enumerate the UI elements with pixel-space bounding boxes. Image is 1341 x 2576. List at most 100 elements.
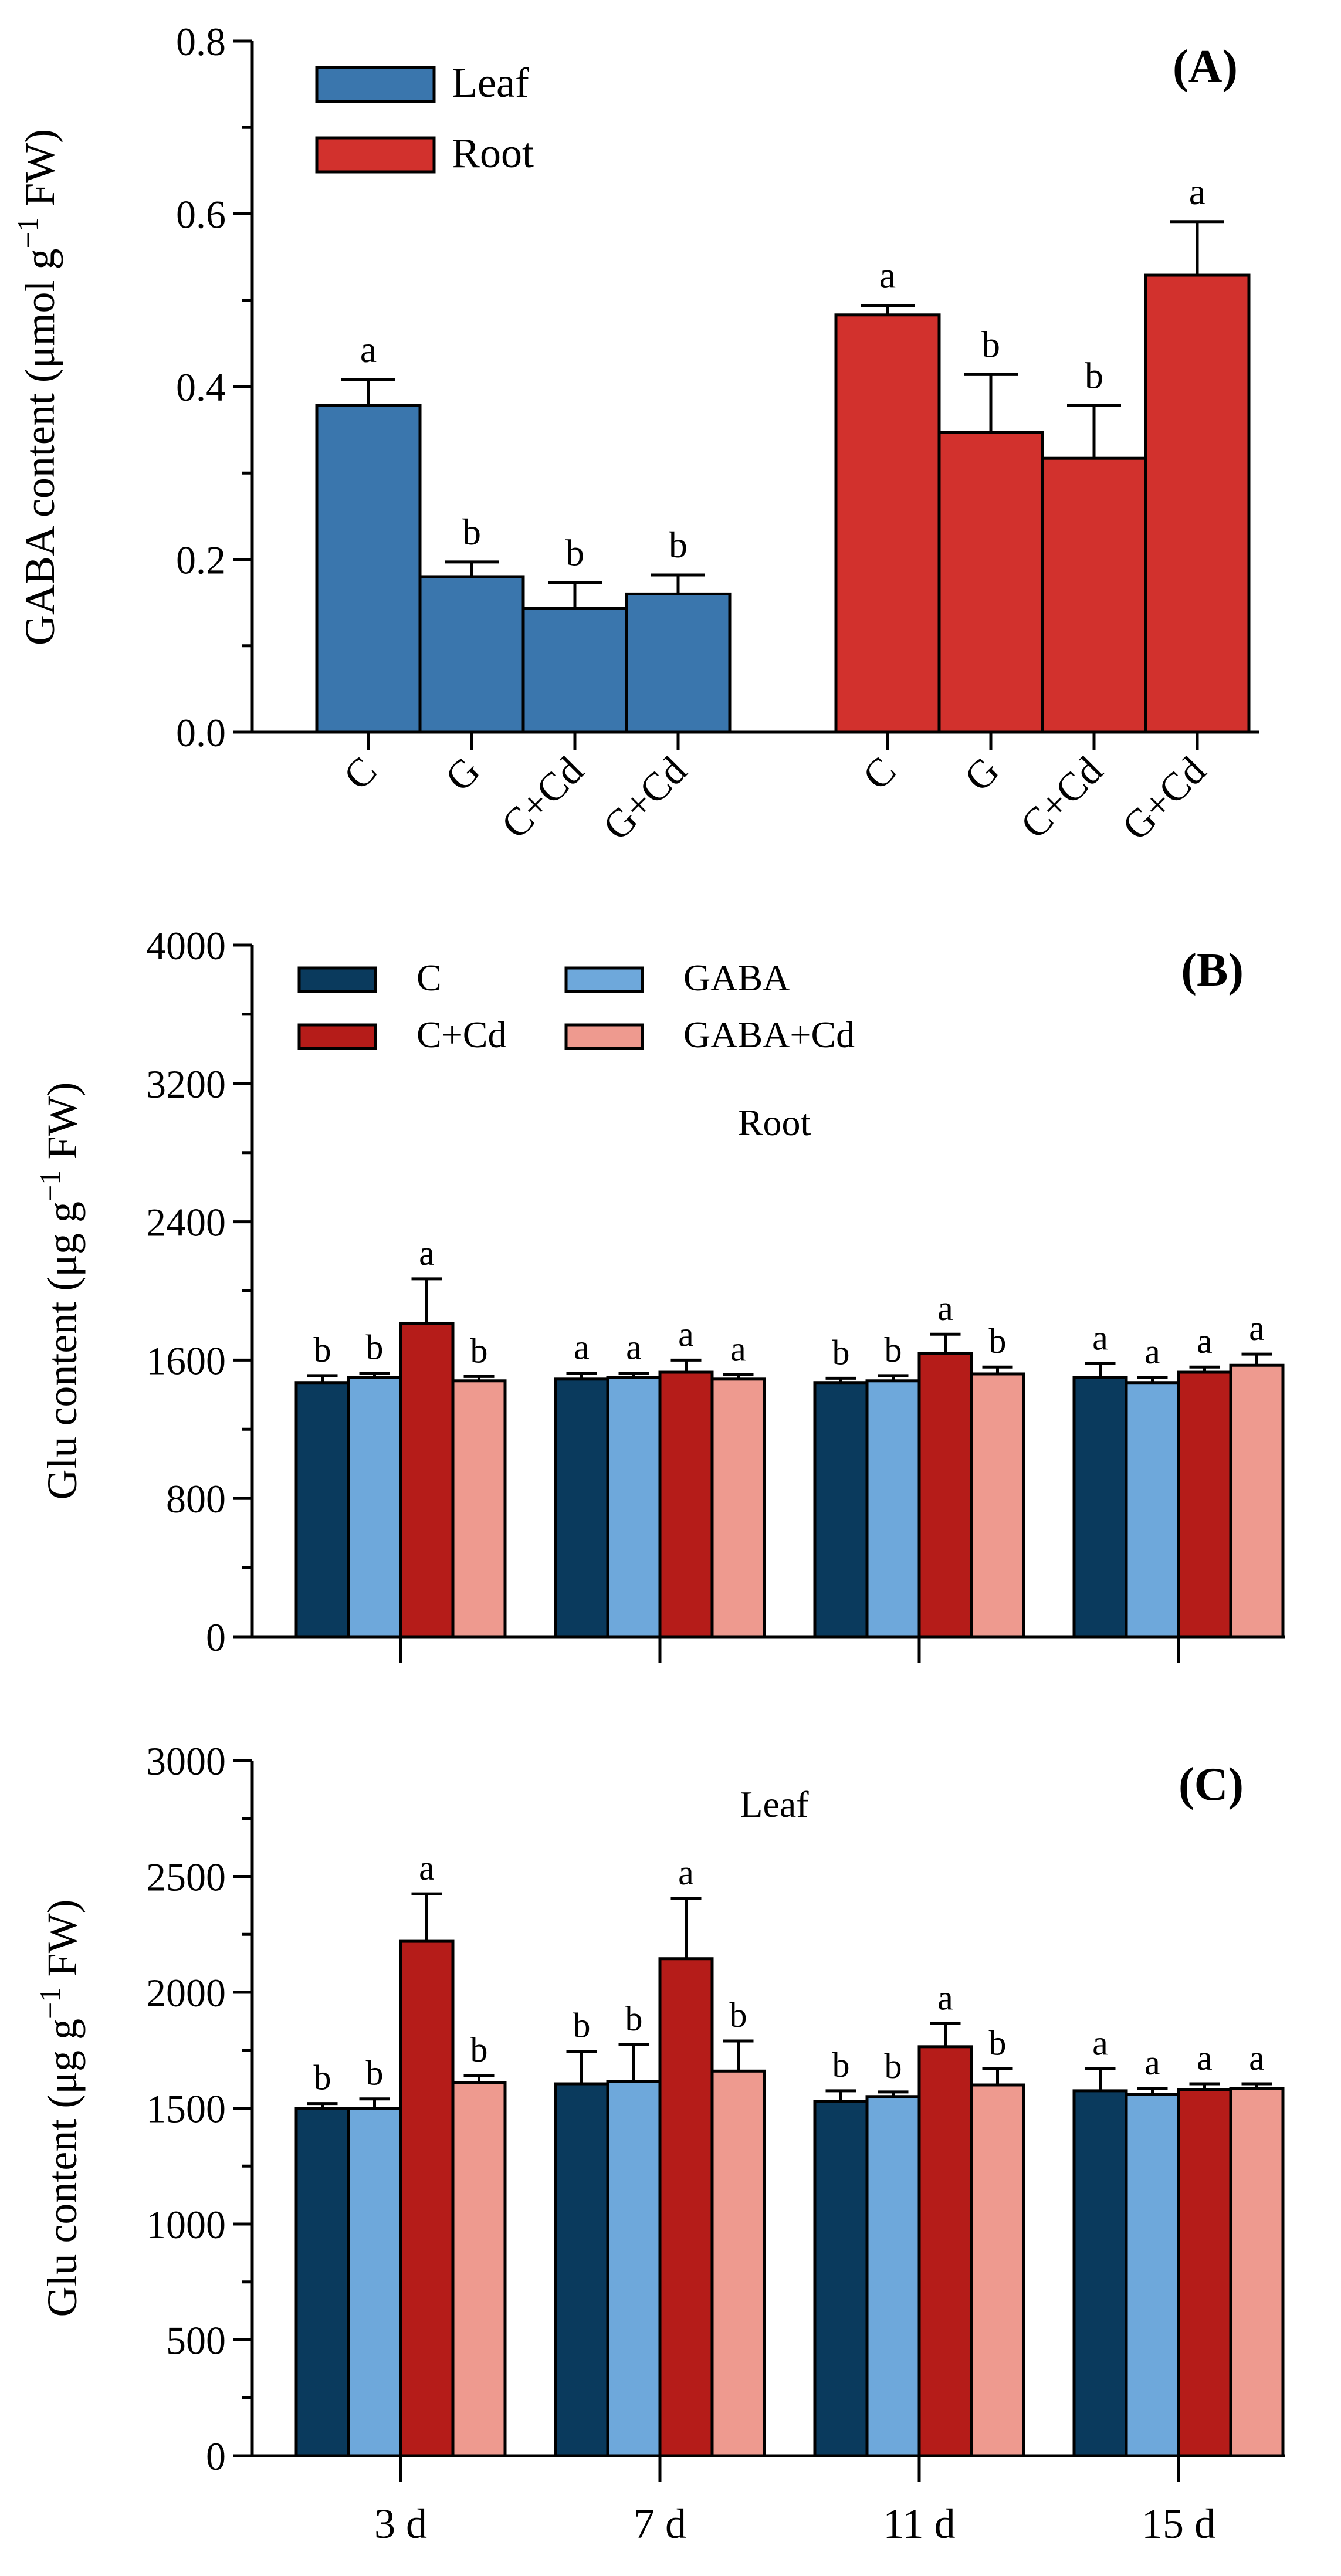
significance-letter: b (730, 1996, 747, 2035)
bar (1072, 1376, 1128, 1639)
x-tick-label: C (335, 748, 385, 798)
y-tick-label: 2400 (146, 1200, 226, 1245)
bar (1041, 456, 1147, 734)
legend-label: C+Cd (416, 1014, 506, 1055)
bar (710, 2069, 766, 2457)
y-tick-label: 1500 (146, 2087, 226, 2131)
significance-letter: b (470, 1331, 488, 1370)
bar (710, 1377, 766, 1639)
bar (813, 2100, 869, 2457)
significance-letter: a (1092, 1318, 1108, 1357)
bar (451, 2081, 507, 2457)
bar (294, 1381, 350, 1639)
bar (813, 1381, 869, 1639)
significance-letter: a (574, 1328, 590, 1367)
bar (970, 1372, 1025, 1639)
y-tick-label: 4000 (146, 923, 226, 968)
panel-label: (B) (1181, 945, 1244, 996)
bar (522, 607, 628, 734)
significance-letter: a (678, 1315, 694, 1353)
y-tick-label: 3200 (146, 1062, 226, 1106)
bar (1177, 2088, 1232, 2457)
significance-letter: a (360, 329, 377, 370)
y-tick-label: 0.2 (176, 538, 226, 583)
significance-letter: b (832, 1333, 850, 1372)
x-tick-label: 3 d (374, 2500, 427, 2547)
panel-a: 0.0 0.2 0.4 0.6 0.8 GABA content (μmol g−1 FW… (12, 19, 1259, 849)
significance-letter: b (470, 2030, 488, 2069)
legend-label: Root (452, 130, 534, 177)
x-tick-label: C+Cd (1012, 748, 1111, 847)
significance-letter: a (1144, 1332, 1160, 1371)
bar (937, 431, 1044, 734)
significance-letter: b (669, 524, 688, 566)
bar (1229, 1363, 1285, 1639)
panel-c: 0 500 1000 1500 2000 2500 3000 Glu content (μg … (34, 1739, 1285, 2547)
bar (1177, 1370, 1232, 1639)
x-tick-label: 15 d (1142, 2500, 1215, 2547)
bar (347, 1376, 402, 1639)
significance-letter: b (885, 2047, 902, 2086)
bar (399, 1322, 455, 1639)
y-tick-label: 0.6 (176, 192, 226, 237)
significance-letter: a (1092, 2023, 1108, 2062)
bar (917, 2045, 973, 2457)
bar (1125, 2093, 1180, 2457)
significance-letter: b (314, 1331, 331, 1369)
significance-letter: b (625, 1999, 643, 2038)
bar (1144, 273, 1251, 734)
y-tick-label: 2000 (146, 1971, 226, 2015)
bar (917, 1352, 973, 1639)
legend-label: C (416, 957, 442, 998)
bar (347, 2107, 402, 2457)
y-tick-label: 500 (166, 2318, 226, 2363)
x-tick-label: C+Cd (493, 748, 592, 847)
y-tick-label: 0.4 (176, 365, 226, 409)
bar (606, 2080, 662, 2457)
bar (418, 575, 525, 734)
panel-title: Leaf (740, 1783, 809, 1825)
y-axis-title: Glu content (μg g−1 FW) (34, 1082, 86, 1499)
significance-letter: a (626, 1328, 642, 1367)
bar (1229, 2087, 1285, 2457)
legend-swatch (297, 1023, 377, 1050)
significance-letter: b (981, 323, 1000, 365)
significance-letter: b (314, 2059, 331, 2097)
y-tick-label: 800 (166, 1477, 226, 1521)
bar (294, 2107, 350, 2457)
y-tick-label: 0 (206, 2434, 226, 2479)
bar (451, 1379, 507, 1639)
significance-letter: b (989, 1322, 1007, 1360)
x-tick-label: 7 d (634, 2500, 686, 2547)
legend-swatch (564, 966, 644, 993)
significance-letter: b (885, 1331, 902, 1369)
panel-label: (C) (1179, 1759, 1244, 1810)
bar (315, 404, 422, 734)
x-tick-label: G (436, 748, 488, 800)
significance-letter: a (419, 1234, 435, 1272)
legend-label: GABA (683, 957, 790, 998)
significance-letter: b (462, 511, 481, 553)
x-tick-label: 11 d (883, 2500, 955, 2547)
bar (1125, 1381, 1180, 1639)
bar (606, 1376, 662, 1639)
y-tick-label: 0.0 (176, 710, 226, 755)
significance-letter: b (573, 2006, 591, 2045)
legend-label: GABA+Cd (683, 1014, 855, 1055)
x-tick-label: G+Cd (1113, 748, 1214, 849)
y-tick-label: 3000 (146, 1739, 226, 1783)
bar (658, 1370, 714, 1639)
significance-letter: a (730, 1329, 746, 1368)
legend-swatch (315, 136, 436, 174)
bar (865, 1379, 921, 1639)
bar (834, 313, 941, 734)
significance-letter: a (1197, 2039, 1213, 2077)
bar (1072, 2089, 1128, 2457)
significance-letter: b (989, 2023, 1007, 2062)
panel-label: (A) (1173, 41, 1238, 93)
y-tick-label: 1600 (146, 1338, 226, 1383)
significance-letter: a (419, 1849, 435, 1887)
legend-swatch (297, 966, 377, 993)
significance-letter: b (832, 2046, 850, 2084)
significance-letter: a (1144, 2043, 1160, 2082)
